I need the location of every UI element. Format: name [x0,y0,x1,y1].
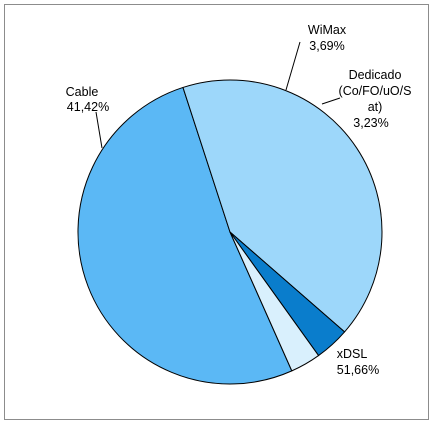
slice-xdsl [77,86,293,385]
label-cable-value: 41,42% [67,100,109,114]
pie-slices [77,79,383,385]
label-dedicado-line-1: Dedicado [349,68,402,82]
leader-line-dedicado [321,97,341,105]
label-dedicado-line-2: (Co/FO/uO/S [339,84,412,98]
label-dedicado-line-3: at) [368,100,383,114]
label-xdsl-name: xDSL [337,347,368,361]
label-wimax-value: 3,69% [309,39,344,53]
leader-line-cable [95,111,103,149]
label-dedicado-value: 3,23% [353,116,388,130]
slice-dedicado [229,231,320,372]
leader-line-wimax [285,41,301,91]
label-xdsl-value: 51,66% [337,363,379,377]
label-wimax-name: WiMax [308,23,347,37]
slice-cable [182,79,383,333]
label-cable-name: Cable [66,85,99,99]
